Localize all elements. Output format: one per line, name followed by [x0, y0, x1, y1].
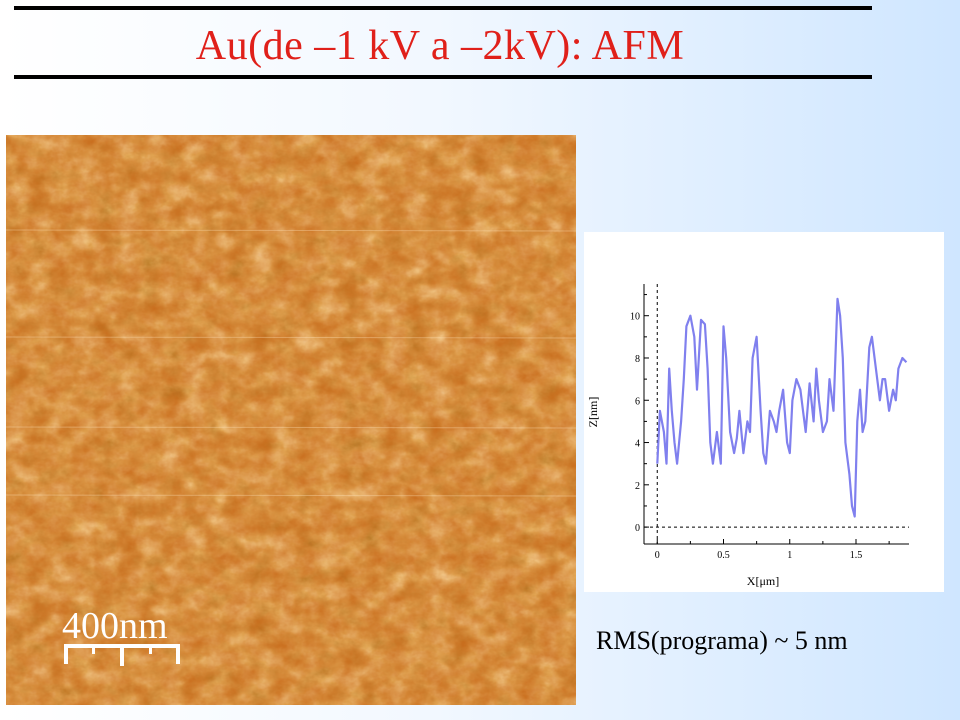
- x-tick-label: 1: [787, 550, 792, 561]
- y-tick-label: 4: [635, 439, 640, 450]
- page-title: Au(de –1 kV a –2kV): AFM: [195, 23, 685, 69]
- height-profile-panel: 0 2 4 6 8 10 0 0.5 1 1.5 X[μm] Z[nm]: [584, 232, 944, 592]
- scale-bar: [64, 644, 180, 666]
- y-tick-label: 2: [635, 481, 640, 492]
- height-profile-chart: 0 2 4 6 8 10 0 0.5 1 1.5 X[μm] Z[nm]: [586, 284, 909, 588]
- x-tick-label: 0.5: [717, 550, 730, 561]
- title-rule-bottom: [14, 75, 872, 79]
- y-tick-label: 6: [635, 396, 640, 407]
- height-profile-line: [656, 297, 908, 518]
- y-tick-label: 0: [635, 523, 640, 534]
- afm-topography-image: [6, 135, 576, 705]
- x-axis-label: X[μm]: [747, 574, 779, 588]
- y-tick-label: 8: [635, 354, 640, 365]
- title-rule-top: [14, 6, 872, 10]
- rms-caption: RMS(programa) ~ 5 nm: [596, 626, 848, 655]
- x-tick-label: 0: [655, 550, 660, 561]
- scan-lines: [6, 229, 576, 497]
- x-tick-label: 1.5: [850, 550, 863, 561]
- y-tick-label: 10: [630, 312, 640, 323]
- y-axis-label: Z[nm]: [586, 397, 600, 428]
- scale-bar-label: 400nm: [62, 605, 168, 647]
- afm-texture: [6, 135, 576, 705]
